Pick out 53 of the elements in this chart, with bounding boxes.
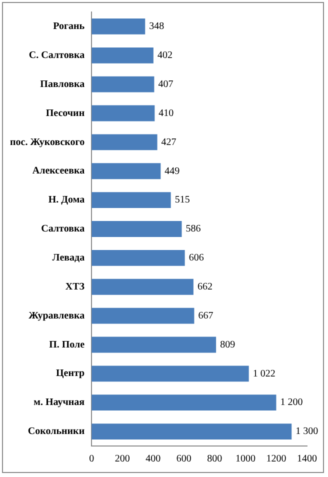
bar <box>92 47 154 64</box>
data-label: 1 022 <box>252 368 276 380</box>
bar <box>92 134 158 150</box>
data-label: 586 <box>186 224 201 235</box>
bar <box>92 336 216 353</box>
y-tick-label: пос. Жуковского <box>10 136 85 148</box>
y-tick-label: Песочин <box>46 108 85 119</box>
x-tick-label: 1400 <box>297 454 317 465</box>
bar <box>92 278 194 295</box>
y-tick-label: Центр <box>56 368 86 380</box>
y-tick-label: Рогань <box>53 21 86 32</box>
data-label: 427 <box>161 136 176 148</box>
y-tick-label: м. Научная <box>34 397 86 408</box>
y-tick-label: Журавлевка <box>28 310 85 322</box>
y-tick-label: Левада <box>52 252 85 264</box>
data-label: 1 200 <box>280 397 303 408</box>
data-label: 515 <box>174 194 190 206</box>
y-tick-label: П. Поле <box>49 339 86 350</box>
bar <box>92 76 154 92</box>
data-label: 667 <box>198 310 214 322</box>
y-tick-label: Алексеевка <box>32 166 85 177</box>
bar <box>92 424 292 440</box>
y-tick-label: С. Салтовка <box>28 50 85 61</box>
bar <box>92 105 155 122</box>
x-tick-label: 400 <box>146 454 161 465</box>
y-tick-label: ХТЗ <box>65 281 85 292</box>
x-tick-label: 600 <box>176 454 192 465</box>
bar <box>92 250 185 266</box>
data-label: 410 <box>158 108 174 119</box>
y-tick-label: Н. Дома <box>48 194 85 206</box>
y-tick-label: Сокольники <box>28 426 85 438</box>
data-label: 1 300 <box>296 426 318 438</box>
data-label: 407 <box>158 78 174 90</box>
y-tick-label: Салтовка <box>41 224 85 235</box>
data-label: 606 <box>188 252 204 264</box>
bar <box>92 163 161 180</box>
x-tick-label: 800 <box>207 454 222 465</box>
data-label: 809 <box>220 339 236 350</box>
x-tick-label: 1000 <box>235 454 256 465</box>
bar <box>92 308 194 324</box>
x-tick-label: 1200 <box>266 454 286 465</box>
data-label: 449 <box>164 166 180 177</box>
x-tick-label: 200 <box>114 454 130 465</box>
bar <box>92 394 276 411</box>
data-label: 402 <box>157 50 172 62</box>
bar <box>92 221 182 237</box>
data-label: 662 <box>197 281 212 292</box>
bar <box>92 192 171 208</box>
y-tick-label: Павловка <box>40 78 85 90</box>
bar <box>92 366 249 382</box>
x-tick-label: 0 <box>89 454 94 465</box>
bar <box>92 18 146 34</box>
data-label: 348 <box>149 21 164 32</box>
